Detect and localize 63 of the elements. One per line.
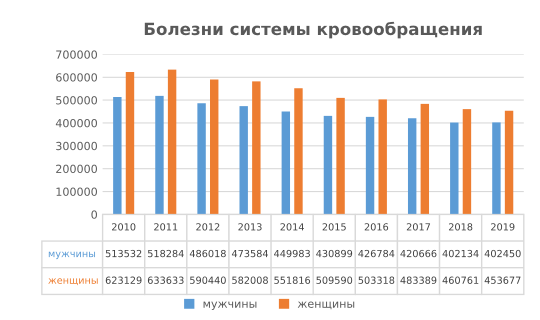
- data-label: 551816: [274, 276, 310, 284]
- legend-label: мужчины: [204, 301, 256, 310]
- data-label: 623129: [106, 276, 142, 284]
- data-label: 582008: [232, 276, 268, 284]
- text: женщины: [48, 278, 98, 286]
- bar: [155, 96, 164, 214]
- x-tick-label: 2018: [448, 223, 472, 231]
- data-label: 513532: [106, 250, 142, 258]
- bar: [336, 98, 345, 214]
- x-tick-label: 2019: [491, 223, 514, 231]
- y-tick-label: 300000: [56, 142, 97, 150]
- chart-title: Болезни системы кровообращения: [144, 22, 482, 38]
- data-label: 402134: [442, 250, 479, 258]
- data-label: 420666: [400, 250, 436, 258]
- bar: [282, 112, 290, 214]
- text: мужчины: [48, 252, 96, 260]
- x-tick-label: 2010: [112, 223, 136, 231]
- bar: [210, 79, 218, 214]
- y-tick-label: 600000: [56, 73, 97, 82]
- x-tick-label: 2011: [154, 223, 178, 231]
- data-label: 449983: [274, 250, 310, 258]
- bar: [239, 106, 248, 214]
- data-label: 509590: [316, 276, 352, 284]
- bar: [462, 109, 472, 214]
- bar: [450, 122, 459, 214]
- bar: [420, 104, 430, 214]
- data-label: 402450: [484, 250, 521, 258]
- bar: [252, 81, 261, 214]
- data-label: 518284: [148, 250, 184, 258]
- x-tick-label: 2016: [364, 223, 388, 231]
- bar: [168, 70, 176, 214]
- x-tick-label: 2013: [238, 223, 262, 231]
- data-label: 473584: [232, 250, 268, 258]
- y-tick-label: 400000: [56, 118, 97, 128]
- x-tick-label: 2015: [322, 223, 346, 231]
- data-label: 633633: [148, 276, 184, 284]
- bar: [197, 103, 206, 214]
- y-tick-label: 100000: [56, 188, 97, 196]
- data-label: 460761: [442, 276, 478, 284]
- legend-label: женщины: [298, 301, 354, 310]
- bar: [366, 116, 374, 214]
- data-label: 590440: [190, 276, 226, 284]
- bar: [324, 116, 332, 214]
- y-tick-label: 500000: [56, 96, 97, 104]
- bar: [408, 118, 416, 214]
- bar: [126, 72, 134, 214]
- data-label: 486018: [190, 250, 226, 258]
- bar: [294, 88, 303, 214]
- data-label: 483389: [400, 276, 436, 284]
- bar: [504, 110, 514, 214]
- data-label: 503318: [358, 276, 394, 284]
- x-tick-label: 2012: [196, 223, 220, 231]
- bar: [113, 97, 122, 214]
- x-tick-label: 2017: [406, 223, 430, 231]
- x-tick-label: 2014: [280, 223, 304, 231]
- y-tick-label: 0: [91, 210, 97, 219]
- y-tick-label: 700000: [56, 50, 97, 59]
- bar: [378, 99, 387, 214]
- y-tick-label: 200000: [56, 164, 97, 174]
- bar: [492, 122, 501, 214]
- data-label: 430899: [316, 250, 352, 258]
- data-label: 453677: [484, 276, 520, 284]
- data-label: 426784: [358, 250, 394, 258]
